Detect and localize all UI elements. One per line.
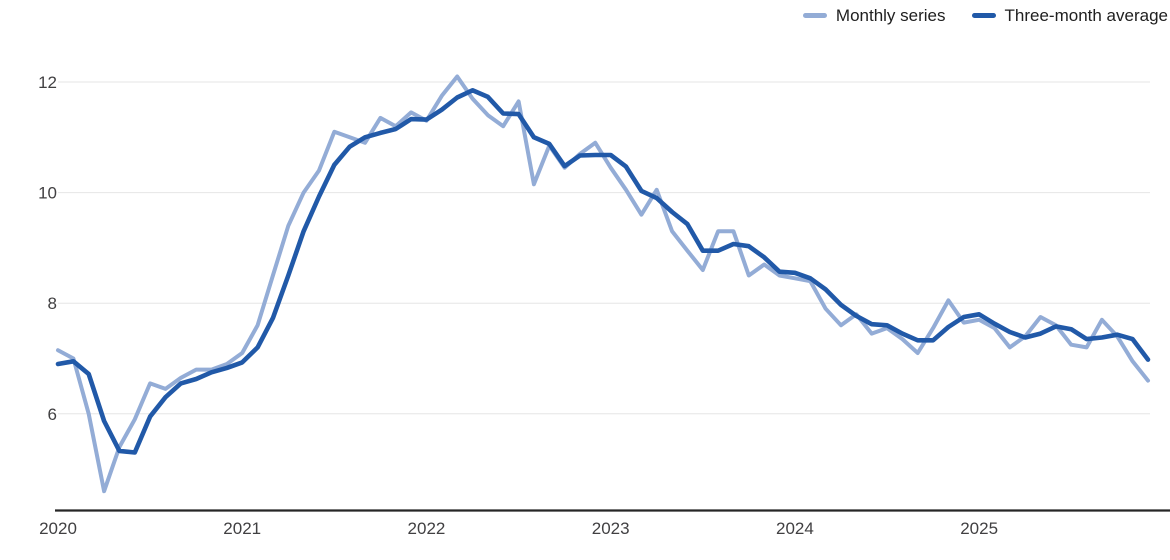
y-tick-label: 10: [38, 184, 57, 203]
x-tick-label: 2023: [592, 519, 630, 538]
legend-label-three-month-average: Three-month average: [1004, 6, 1168, 25]
legend: Monthly series Three-month average: [802, 6, 1168, 25]
legend-item-three-month-average: Three-month average: [971, 6, 1168, 25]
x-tick-label: 2022: [408, 519, 446, 538]
three-month-average-line: [55, 88, 1151, 455]
monthly-series-line: [56, 74, 1150, 494]
y-tick-label: 6: [48, 405, 57, 424]
y-tick-label: 12: [38, 73, 57, 92]
monthly-series-swatch-icon: [802, 13, 827, 18]
three-month-average-swatch-icon: [971, 13, 996, 18]
x-tick-label: 2025: [960, 519, 998, 538]
x-tick-label: 2024: [776, 519, 814, 538]
x-tick-label: 2020: [39, 519, 77, 538]
legend-item-monthly-series: Monthly series: [802, 6, 946, 25]
y-tick-label: 8: [48, 294, 57, 313]
x-tick-label: 2021: [223, 519, 261, 538]
legend-label-monthly-series: Monthly series: [835, 6, 946, 25]
